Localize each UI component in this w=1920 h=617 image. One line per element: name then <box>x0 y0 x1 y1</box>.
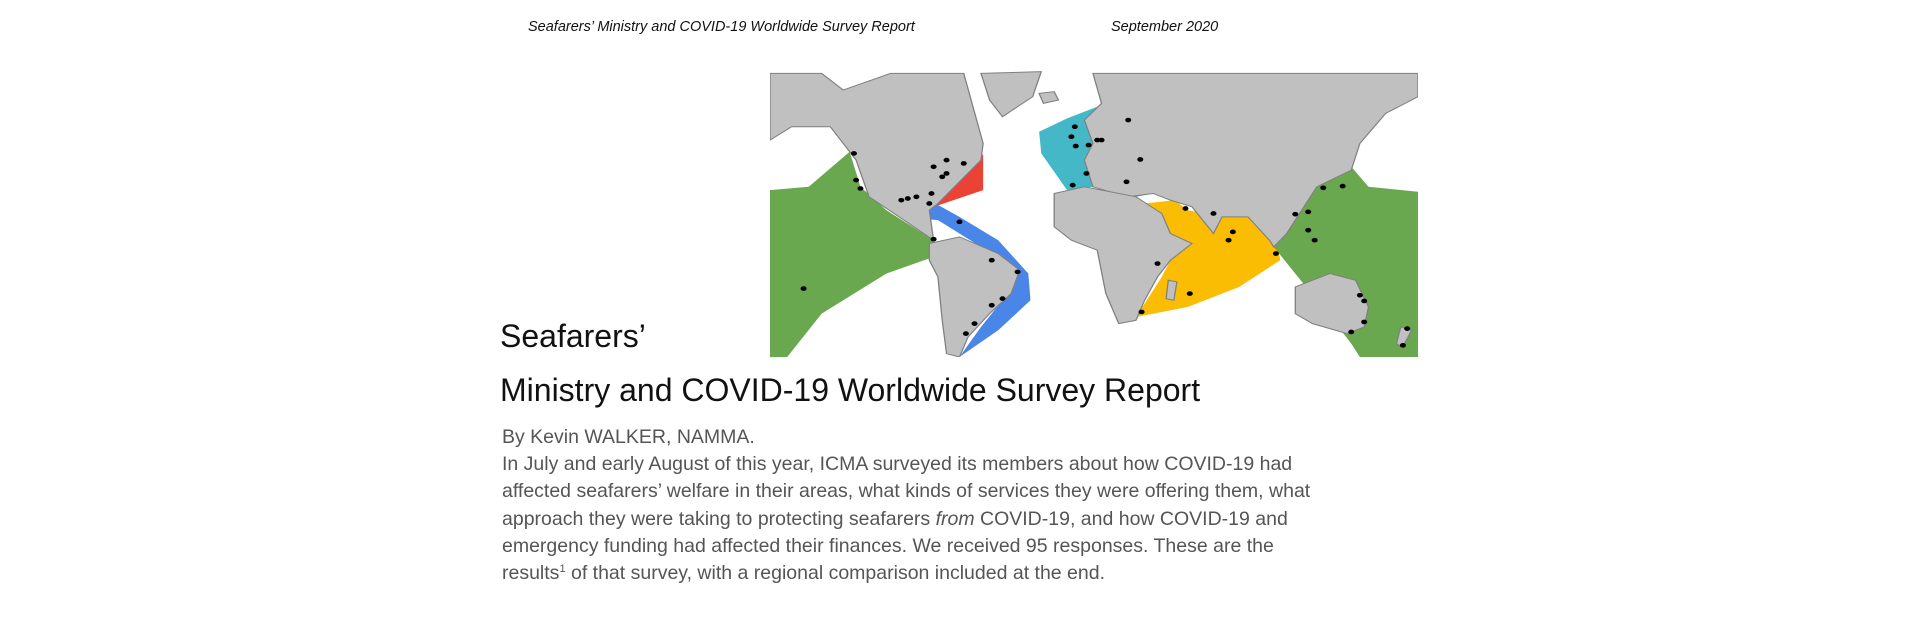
ministry-location-marker <box>1404 326 1411 331</box>
ministry-location-marker <box>1069 182 1076 188</box>
ministry-location-marker <box>943 157 950 163</box>
ministry-location-marker <box>1305 227 1312 233</box>
land-south-america <box>928 236 1021 357</box>
ministry-location-marker <box>930 164 937 170</box>
region-asia-pacific <box>1273 166 1418 357</box>
ministry-location-marker <box>1348 329 1355 335</box>
ministry-location-marker <box>1068 134 1075 140</box>
ministry-location-marker <box>999 296 1006 301</box>
ministry-location-marker <box>1225 237 1232 243</box>
ministry-location-marker <box>943 171 950 176</box>
land-africa <box>1053 186 1193 325</box>
ministry-location-marker <box>1182 206 1189 211</box>
ministry-location-marker <box>800 286 807 291</box>
ministry-location-marker <box>926 201 933 206</box>
land-eurasia <box>1083 72 1418 248</box>
body-line: emergency funding had affected their fin… <box>502 534 1274 557</box>
body-line: In July and early August of this year, I… <box>502 453 1293 476</box>
body-line: results1 of that survey, with a regional… <box>502 562 1106 585</box>
ministry-location-marker <box>956 219 963 225</box>
byline: By Kevin WALKER, NAMMA. <box>502 426 755 448</box>
ministry-location-marker <box>853 177 860 183</box>
region-east-pacific <box>770 151 934 357</box>
ministry-location-marker <box>930 236 937 242</box>
region-south-atlantic <box>899 200 1031 357</box>
ministry-location-marker <box>939 174 946 180</box>
ministry-location-marker <box>1085 142 1092 148</box>
ministry-location-marker <box>1072 143 1079 149</box>
ministry-location-marker <box>1272 251 1279 256</box>
ministry-location-marker <box>898 197 905 203</box>
ministry-location-marker <box>988 257 995 263</box>
ministry-location-marker <box>1138 309 1145 315</box>
ministry-location-marker <box>1305 209 1312 215</box>
ministry-location-marker <box>1399 342 1406 348</box>
ministry-location-marker <box>928 191 935 196</box>
footnote-ref[interactable]: 1 <box>559 563 566 576</box>
ministry-location-marker <box>1083 171 1090 176</box>
ministry-location-marker <box>1311 237 1318 243</box>
body-line: affected seafarers’ welfare in their are… <box>502 480 1311 503</box>
ministry-location-marker <box>1137 157 1144 162</box>
ministry-location-marker <box>960 161 967 166</box>
ministry-location-marker <box>971 321 978 326</box>
ministry-location-marker <box>1154 261 1161 266</box>
ministry-location-marker <box>1125 117 1132 123</box>
running-header-date: September 2020 <box>1111 19 1219 35</box>
running-header-title: Seafarers’ Ministry and COVID-19 Worldwi… <box>528 19 915 35</box>
land-greenland <box>980 71 1043 118</box>
ministry-location-marker <box>988 302 995 308</box>
ministry-location-marker <box>1071 124 1078 130</box>
ministry-location-marker <box>962 331 969 336</box>
article-title-line1: Seafarers’ <box>500 318 646 354</box>
land-iceland <box>1038 91 1060 104</box>
ministry-location-marker <box>1361 298 1368 304</box>
ministry-location-marker <box>904 196 911 201</box>
land-north-america <box>770 72 984 242</box>
article-title-line2: Ministry and COVID-19 Worldwide Survey R… <box>500 372 1201 408</box>
land-australia <box>1294 273 1370 335</box>
ministry-location-marker <box>1014 269 1021 275</box>
body-line: approach they were taking to protecting … <box>502 507 1288 530</box>
ministry-location-marker <box>1229 229 1236 235</box>
ministry-location-marker <box>1098 137 1105 143</box>
ministry-location-marker <box>1361 319 1368 325</box>
ministry-location-marker <box>1210 211 1217 216</box>
article-body: By Kevin WALKER, NAMMA. In July and earl… <box>502 424 1402 587</box>
world-map-image <box>770 71 1418 357</box>
ministry-location-marker <box>1292 211 1299 217</box>
ministry-location-marker <box>857 186 864 191</box>
ministry-location-marker <box>1339 183 1346 189</box>
ministry-location-marker <box>850 151 857 156</box>
ministry-location-marker <box>1320 185 1327 191</box>
ministry-location-marker <box>1123 179 1130 185</box>
ministry-location-marker <box>1356 292 1363 298</box>
ministry-location-marker <box>913 194 920 200</box>
emphasis-from: from <box>935 507 975 530</box>
ministry-location-marker <box>1094 137 1101 143</box>
land-madagascar <box>1165 279 1178 301</box>
ministry-location-marker <box>1186 291 1193 296</box>
